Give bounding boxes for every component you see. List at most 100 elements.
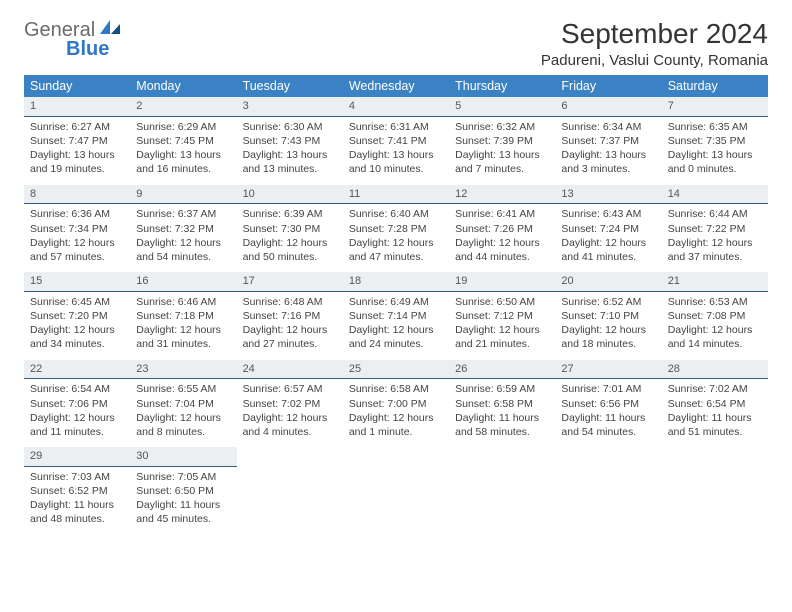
daylight-text-1: Daylight: 12 hours bbox=[136, 323, 230, 337]
daylight-text-2: and 16 minutes. bbox=[136, 162, 230, 176]
day-number-cell: 22 bbox=[24, 360, 130, 379]
daylight-text-2: and 41 minutes. bbox=[561, 250, 655, 264]
daylight-text-1: Daylight: 12 hours bbox=[455, 323, 549, 337]
sunrise-text: Sunrise: 6:50 AM bbox=[455, 295, 549, 309]
day-number-cell: 6 bbox=[555, 97, 661, 116]
page-header: General Blue September 2024 Padureni, Va… bbox=[24, 18, 768, 69]
daylight-text-2: and 8 minutes. bbox=[136, 425, 230, 439]
day-number-cell: 29 bbox=[24, 447, 130, 466]
month-title: September 2024 bbox=[541, 18, 768, 50]
sunrise-text: Sunrise: 6:48 AM bbox=[243, 295, 337, 309]
daylight-text-1: Daylight: 13 hours bbox=[349, 148, 443, 162]
day-number-cell: 7 bbox=[662, 97, 768, 116]
day-detail-row: Sunrise: 6:27 AMSunset: 7:47 PMDaylight:… bbox=[24, 116, 768, 184]
day-detail-cell: Sunrise: 6:59 AMSunset: 6:58 PMDaylight:… bbox=[449, 379, 555, 447]
sunset-text: Sunset: 6:52 PM bbox=[30, 484, 124, 498]
daylight-text-1: Daylight: 11 hours bbox=[136, 498, 230, 512]
sunset-text: Sunset: 7:02 PM bbox=[243, 397, 337, 411]
day-number-cell: 8 bbox=[24, 185, 130, 204]
day-detail-cell: Sunrise: 6:48 AMSunset: 7:16 PMDaylight:… bbox=[237, 291, 343, 359]
daylight-text-1: Daylight: 13 hours bbox=[136, 148, 230, 162]
weekday-header: Monday bbox=[130, 75, 236, 97]
day-number-cell: 9 bbox=[130, 185, 236, 204]
day-number-cell: 24 bbox=[237, 360, 343, 379]
sunset-text: Sunset: 6:50 PM bbox=[136, 484, 230, 498]
day-detail-cell: Sunrise: 6:58 AMSunset: 7:00 PMDaylight:… bbox=[343, 379, 449, 447]
sunrise-text: Sunrise: 6:44 AM bbox=[668, 207, 762, 221]
weekday-header: Saturday bbox=[662, 75, 768, 97]
day-number-cell: 23 bbox=[130, 360, 236, 379]
sunset-text: Sunset: 7:08 PM bbox=[668, 309, 762, 323]
daylight-text-2: and 7 minutes. bbox=[455, 162, 549, 176]
sunrise-text: Sunrise: 7:02 AM bbox=[668, 382, 762, 396]
sunset-text: Sunset: 6:54 PM bbox=[668, 397, 762, 411]
daylight-text-2: and 19 minutes. bbox=[30, 162, 124, 176]
sunset-text: Sunset: 7:26 PM bbox=[455, 222, 549, 236]
daylight-text-1: Daylight: 11 hours bbox=[561, 411, 655, 425]
day-number-cell: 15 bbox=[24, 272, 130, 291]
sunset-text: Sunset: 7:20 PM bbox=[30, 309, 124, 323]
day-detail-cell: Sunrise: 6:29 AMSunset: 7:45 PMDaylight:… bbox=[130, 116, 236, 184]
weekday-header: Tuesday bbox=[237, 75, 343, 97]
sunset-text: Sunset: 7:28 PM bbox=[349, 222, 443, 236]
day-number-cell: 11 bbox=[343, 185, 449, 204]
daylight-text-1: Daylight: 12 hours bbox=[349, 411, 443, 425]
sunset-text: Sunset: 7:22 PM bbox=[668, 222, 762, 236]
daylight-text-2: and 3 minutes. bbox=[561, 162, 655, 176]
day-number-cell: 27 bbox=[555, 360, 661, 379]
daylight-text-2: and 18 minutes. bbox=[561, 337, 655, 351]
day-number-cell: 10 bbox=[237, 185, 343, 204]
daylight-text-2: and 21 minutes. bbox=[455, 337, 549, 351]
sunrise-text: Sunrise: 7:01 AM bbox=[561, 382, 655, 396]
day-number-cell: 19 bbox=[449, 272, 555, 291]
day-detail-cell: Sunrise: 6:37 AMSunset: 7:32 PMDaylight:… bbox=[130, 204, 236, 272]
daylight-text-2: and 24 minutes. bbox=[349, 337, 443, 351]
daylight-text-2: and 47 minutes. bbox=[349, 250, 443, 264]
daylight-text-2: and 54 minutes. bbox=[561, 425, 655, 439]
daylight-text-2: and 14 minutes. bbox=[668, 337, 762, 351]
day-detail-cell: Sunrise: 6:52 AMSunset: 7:10 PMDaylight:… bbox=[555, 291, 661, 359]
day-detail-cell: Sunrise: 6:57 AMSunset: 7:02 PMDaylight:… bbox=[237, 379, 343, 447]
sunset-text: Sunset: 7:00 PM bbox=[349, 397, 443, 411]
daylight-text-1: Daylight: 12 hours bbox=[136, 411, 230, 425]
day-detail-cell: Sunrise: 6:50 AMSunset: 7:12 PMDaylight:… bbox=[449, 291, 555, 359]
daylight-text-1: Daylight: 12 hours bbox=[349, 323, 443, 337]
day-number-cell: 12 bbox=[449, 185, 555, 204]
sunrise-text: Sunrise: 6:49 AM bbox=[349, 295, 443, 309]
weekday-header: Friday bbox=[555, 75, 661, 97]
daylight-text-2: and 50 minutes. bbox=[243, 250, 337, 264]
day-number-cell: 28 bbox=[662, 360, 768, 379]
daylight-text-1: Daylight: 12 hours bbox=[30, 411, 124, 425]
daylight-text-1: Daylight: 13 hours bbox=[561, 148, 655, 162]
day-detail-row: Sunrise: 7:03 AMSunset: 6:52 PMDaylight:… bbox=[24, 466, 768, 534]
day-detail-cell: Sunrise: 6:53 AMSunset: 7:08 PMDaylight:… bbox=[662, 291, 768, 359]
day-number-cell: 5 bbox=[449, 97, 555, 116]
weekday-header: Wednesday bbox=[343, 75, 449, 97]
daylight-text-1: Daylight: 12 hours bbox=[243, 323, 337, 337]
sunset-text: Sunset: 7:18 PM bbox=[136, 309, 230, 323]
daylight-text-2: and 0 minutes. bbox=[668, 162, 762, 176]
daylight-text-1: Daylight: 12 hours bbox=[668, 323, 762, 337]
day-number-cell: 2 bbox=[130, 97, 236, 116]
daylight-text-2: and 4 minutes. bbox=[243, 425, 337, 439]
location-subtitle: Padureni, Vaslui County, Romania bbox=[541, 52, 768, 69]
sunrise-text: Sunrise: 7:05 AM bbox=[136, 470, 230, 484]
sunrise-text: Sunrise: 6:29 AM bbox=[136, 120, 230, 134]
daylight-text-2: and 48 minutes. bbox=[30, 512, 124, 526]
daylight-text-1: Daylight: 12 hours bbox=[561, 236, 655, 250]
day-detail-cell: Sunrise: 6:44 AMSunset: 7:22 PMDaylight:… bbox=[662, 204, 768, 272]
daylight-text-2: and 1 minute. bbox=[349, 425, 443, 439]
daylight-text-1: Daylight: 13 hours bbox=[455, 148, 549, 162]
day-detail-cell bbox=[449, 466, 555, 534]
day-number-row: 891011121314 bbox=[24, 185, 768, 204]
daylight-text-2: and 27 minutes. bbox=[243, 337, 337, 351]
daylight-text-1: Daylight: 12 hours bbox=[561, 323, 655, 337]
day-detail-cell: Sunrise: 6:54 AMSunset: 7:06 PMDaylight:… bbox=[24, 379, 130, 447]
daylight-text-1: Daylight: 12 hours bbox=[243, 411, 337, 425]
daylight-text-1: Daylight: 12 hours bbox=[30, 236, 124, 250]
day-number-cell: 4 bbox=[343, 97, 449, 116]
sunrise-text: Sunrise: 6:46 AM bbox=[136, 295, 230, 309]
sunrise-text: Sunrise: 6:36 AM bbox=[30, 207, 124, 221]
day-detail-cell: Sunrise: 6:39 AMSunset: 7:30 PMDaylight:… bbox=[237, 204, 343, 272]
daylight-text-1: Daylight: 13 hours bbox=[30, 148, 124, 162]
